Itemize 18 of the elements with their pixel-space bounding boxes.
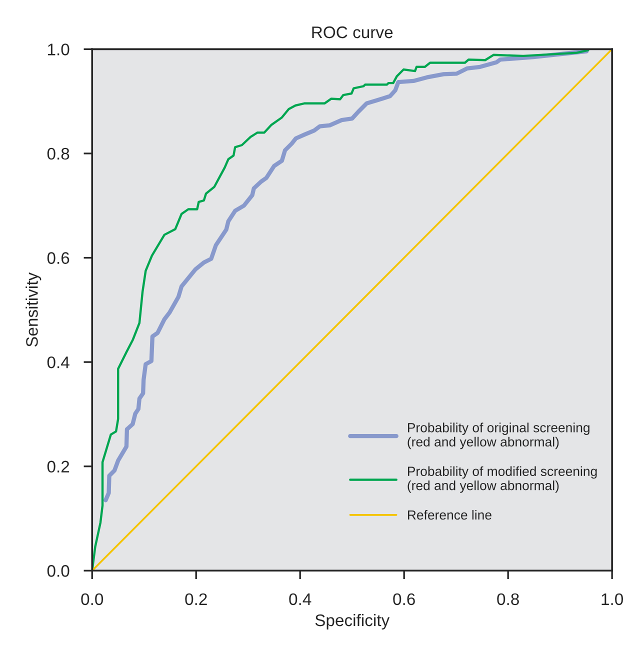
x-tick-label: 0.8 (497, 593, 519, 606)
y-tick-label: 0.2 (47, 460, 70, 473)
x-axis-title: Specificity (315, 614, 390, 630)
y-tick-label: 1.0 (48, 44, 70, 56)
x-tick-label: 0.0 (81, 593, 104, 606)
legend-label: Reference line (408, 510, 492, 520)
y-axis-title: Sensitivity (26, 272, 42, 347)
x-tick-label: 1.0 (602, 593, 624, 606)
y-tick-label: 0.4 (47, 356, 70, 368)
x-tick-label: 0.2 (185, 593, 207, 606)
x-tick-label: 0.4 (289, 593, 312, 606)
y-tick-label: 0.8 (47, 148, 70, 160)
legend-label: Probability of modified screening (red and yellow abnormal) (408, 466, 597, 493)
legend-label: Probability of original screening (red and yellow abnormal) (408, 422, 590, 450)
chart-title: ROC curve (312, 26, 393, 38)
x-tick-label: 0.6 (393, 593, 415, 606)
y-tick-label: 0.0 (47, 565, 70, 577)
y-tick-label: 0.6 (47, 252, 70, 264)
